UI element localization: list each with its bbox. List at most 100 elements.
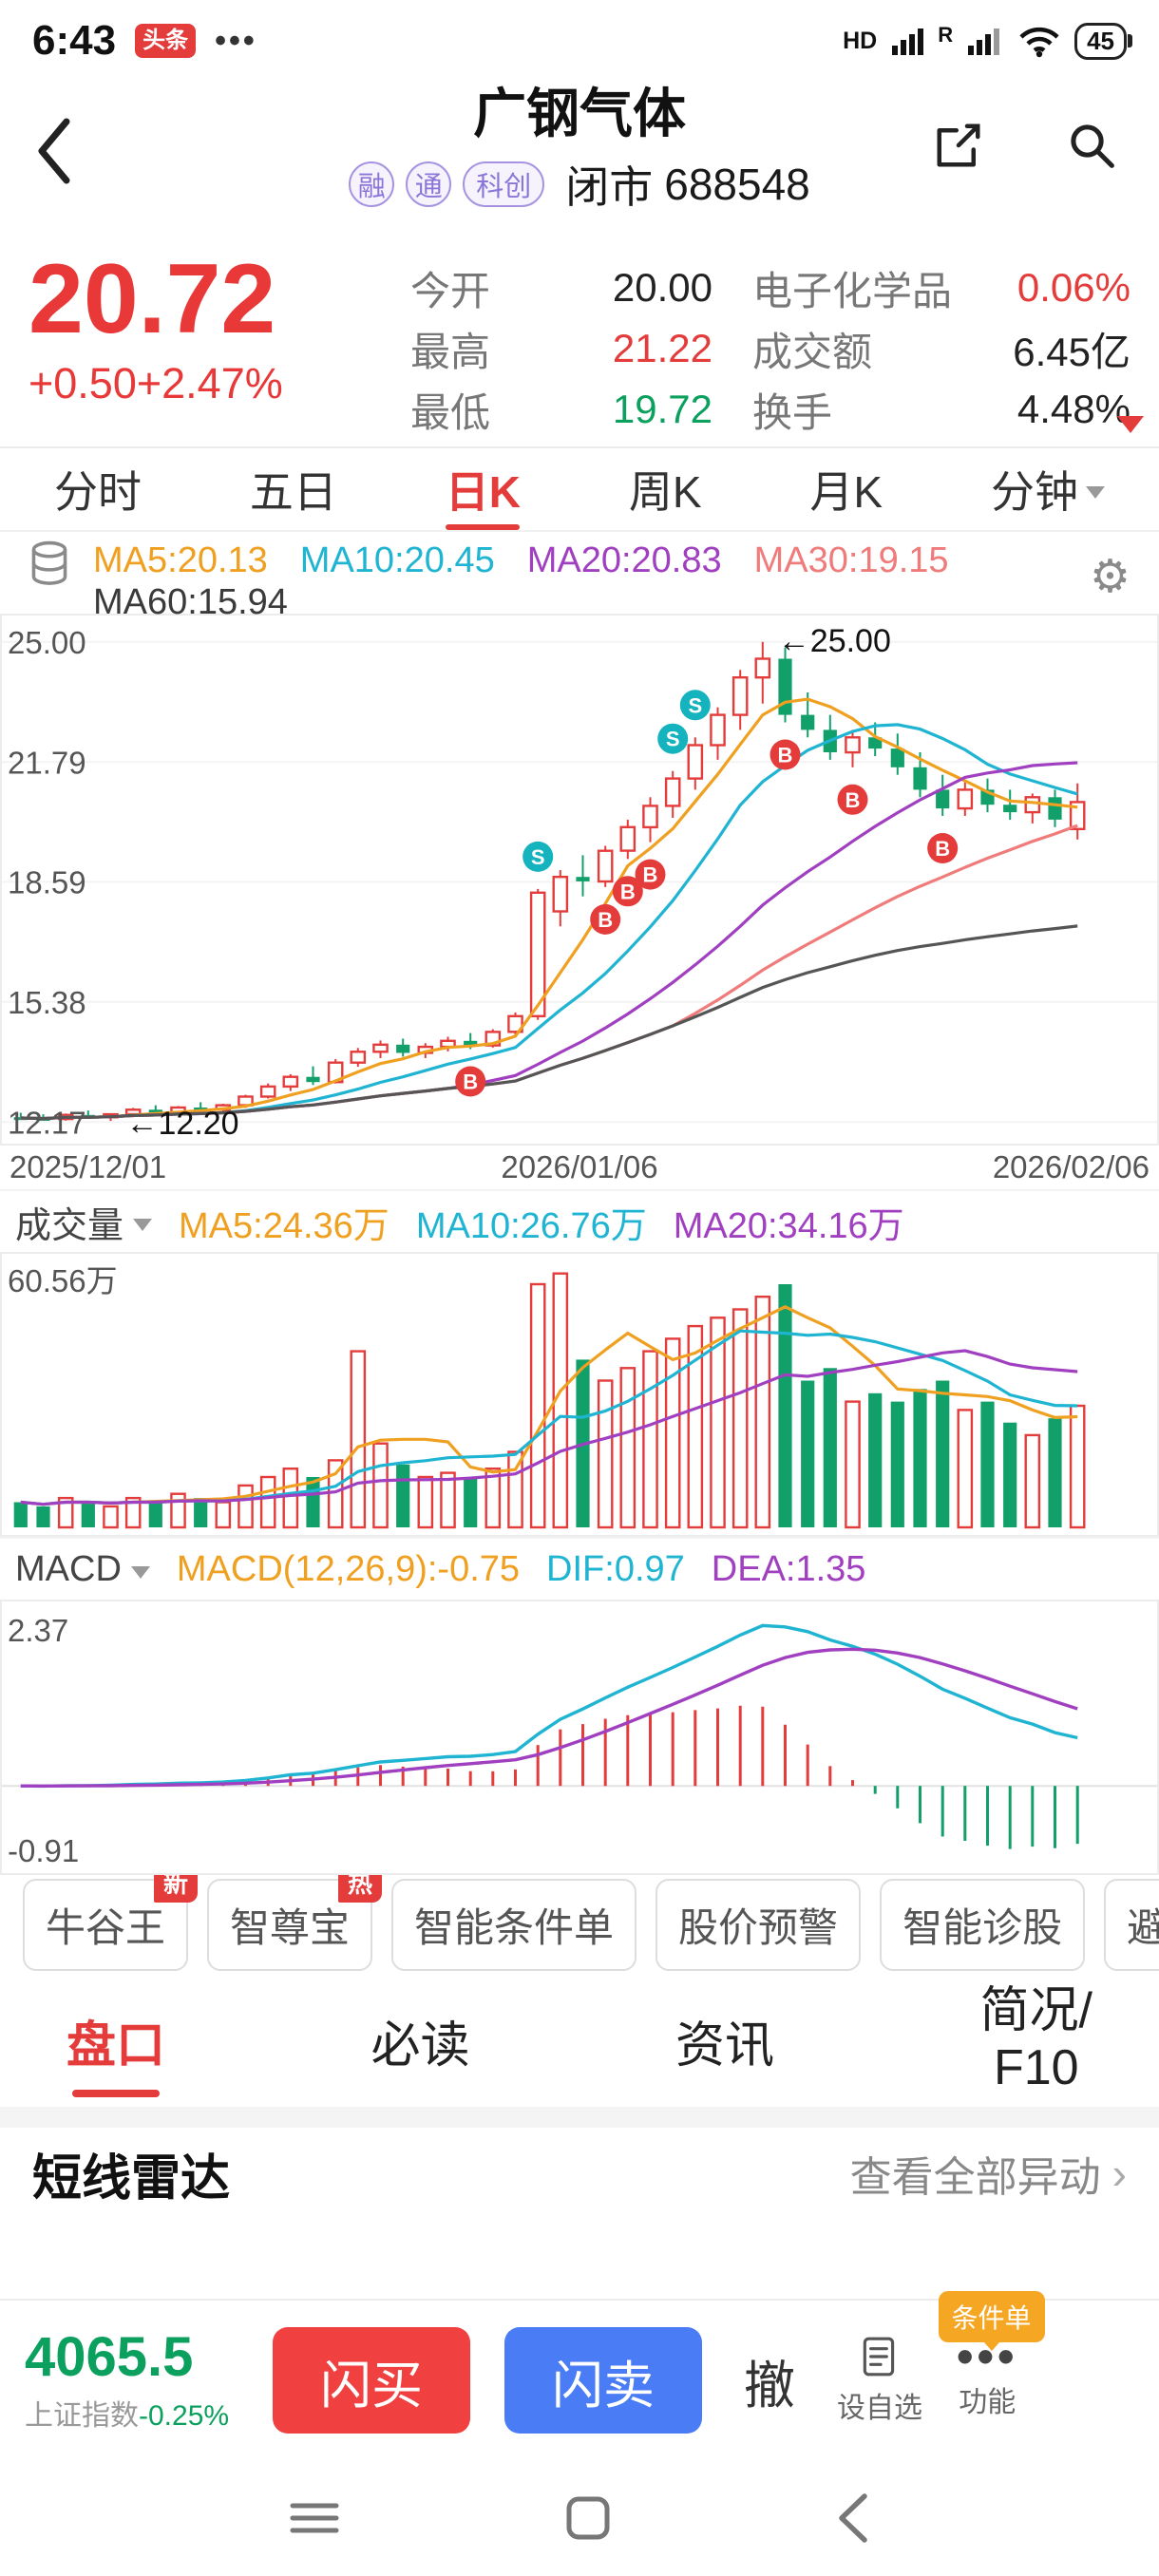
stat-high: 最高 21.22	[410, 326, 712, 374]
index-quote[interactable]: 4065.5 上证指数-0.25%	[25, 2327, 238, 2434]
svg-text:12.17: 12.17	[8, 1105, 86, 1140]
feature-bilei[interactable]: 避	[1104, 1878, 1159, 1971]
feature-niuguwang[interactable]: 牛谷王新	[23, 1875, 199, 1971]
stat-turnover-amount: 成交额 6.45亿	[752, 329, 1130, 374]
expand-quote-triangle[interactable]	[1117, 416, 1144, 433]
radar-title: 短线雷达	[32, 2150, 231, 2207]
trade-action-bar: 4065.5 上证指数-0.25% 闪买 闪卖 撤 设自选 条件单 ••• 功能	[0, 2291, 1159, 2460]
svg-text:←12.20: ←12.20	[126, 1106, 239, 1142]
feature-smart-diagnosis[interactable]: 智能诊股	[880, 1878, 1086, 1971]
ma10-label: MA10:20.45	[299, 540, 495, 580]
tag-rong: 融	[349, 161, 395, 208]
section-divider	[0, 2107, 1159, 2128]
flash-buy-button[interactable]: 闪买	[273, 2327, 470, 2434]
svg-text:B: B	[846, 788, 861, 812]
back-chevron-icon	[38, 118, 70, 184]
tab-zhouk[interactable]: 周K	[628, 467, 702, 517]
ma5-label: MA5:20.13	[93, 540, 268, 580]
feature-zhizunbao[interactable]: 智尊宝热	[207, 1875, 383, 1971]
tab-yuek[interactable]: 月K	[809, 467, 884, 517]
tab-pankou[interactable]: 盘口	[66, 1974, 165, 2107]
add-watchlist-button[interactable]: 设自选	[837, 2335, 922, 2426]
cancel-order-button[interactable]: 撤	[744, 2357, 795, 2415]
indicator-library-icon[interactable]	[27, 540, 72, 589]
volume-chart[interactable]: 60.56万	[0, 1252, 1159, 1537]
svg-text:2.37: 2.37	[8, 1613, 68, 1648]
vol-ma20-label: MA20:34.16万	[673, 1205, 904, 1246]
tab-wuri[interactable]: 五日	[249, 467, 337, 517]
search-icon[interactable]	[1066, 120, 1117, 171]
svg-text:S: S	[666, 728, 680, 751]
ma60-label: MA60:15.94	[93, 582, 288, 622]
svg-text:S: S	[688, 693, 702, 717]
tab-fenzhong[interactable]: 分钟	[987, 448, 1109, 530]
new-badge: 新	[154, 1875, 199, 1903]
ma-indicator-bar: MA5:20.13 MA10:20.45 MA20:20.83 MA30:19.…	[0, 532, 1159, 622]
chevron-down-icon	[133, 1218, 153, 1231]
back-button[interactable]	[32, 108, 86, 194]
chevron-right-icon: ›	[1112, 2149, 1127, 2198]
feature-price-alert[interactable]: 股价预警	[656, 1878, 862, 1971]
nav-back-icon[interactable]	[832, 2491, 874, 2546]
kline-x-axis: 2025/12/01 2026/01/06 2026/02/06	[0, 1146, 1159, 1189]
svg-text:21.79: 21.79	[8, 745, 86, 780]
stat-low: 最低 19.72	[410, 387, 712, 435]
roaming-indicator: R	[938, 22, 954, 47]
hd-indicator: HD	[843, 27, 878, 54]
tab-rik[interactable]: 日K	[442, 448, 524, 530]
share-icon[interactable]	[933, 120, 984, 171]
svg-text:15.38: 15.38	[8, 985, 86, 1020]
nav-menu-icon[interactable]	[285, 2494, 344, 2542]
macd-chart[interactable]: 2.37 -0.91	[0, 1600, 1159, 1875]
index-change: -0.25%	[139, 2399, 230, 2432]
notification-dots-icon: •••	[215, 22, 257, 59]
kline-chart[interactable]: B S B B B S S B B B ←25.00 ←12.20 25.00 21.79 18.59 15.…	[0, 614, 1159, 1146]
android-nav-bar	[0, 2460, 1159, 2576]
tag-tong: 通	[406, 161, 452, 208]
tab-jiankuang-f10[interactable]: 简况/F10	[979, 1983, 1092, 2095]
volume-header: 成交量 MA5:24.36万 MA10:26.76万 MA20:34.16万	[0, 1189, 1159, 1252]
svg-text:B: B	[463, 1070, 478, 1094]
divider	[0, 446, 1159, 448]
dea-value-label: DEA:1.35	[711, 1548, 866, 1589]
chevron-down-icon	[130, 1565, 150, 1579]
stock-code: 688548	[664, 160, 810, 210]
svg-text:-0.91: -0.91	[8, 1833, 79, 1868]
dif-value-label: DIF:0.97	[546, 1548, 685, 1589]
feature-smart-condition-order[interactable]: 智能条件单	[391, 1878, 637, 1971]
macd-value-label: MACD(12,26,9):-0.75	[176, 1548, 521, 1589]
content-spacer	[0, 2219, 1159, 2299]
last-price: 20.72	[28, 244, 276, 354]
svg-text:B: B	[643, 863, 658, 887]
nav-home-icon[interactable]	[561, 2491, 615, 2545]
svg-text:←25.00: ←25.00	[778, 623, 891, 659]
stock-subtitle: 融 通 科创 闭市 688548	[0, 153, 1159, 216]
index-value: 4065.5	[25, 2326, 194, 2389]
vol-ma10-label: MA10:26.76万	[415, 1205, 647, 1246]
svg-text:18.59: 18.59	[8, 864, 86, 900]
volume-indicator-selector[interactable]: 成交量	[15, 1196, 153, 1248]
macd-header: MACD MACD(12,26,9):-0.75 DIF:0.97 DEA:1.…	[0, 1537, 1159, 1600]
clock: 6:43	[32, 17, 117, 64]
settings-gear-icon[interactable]: ⚙	[1089, 552, 1130, 602]
tab-fenshi[interactable]: 分时	[53, 467, 142, 517]
tab-zixun[interactable]: 资讯	[675, 2017, 775, 2074]
x-label-end: 2026/02/06	[992, 1149, 1150, 1184]
functions-button[interactable]: 条件单 ••• 功能	[938, 2291, 1045, 2420]
ma30-label: MA30:19.15	[753, 540, 949, 580]
stat-industry: 电子化学品 0.06%	[752, 265, 1130, 313]
quote-panel[interactable]: 20.72 +0.50+2.47% 今开 20.00 最高 21.22 最低 19.7…	[0, 242, 1159, 446]
chevron-down-icon	[1086, 485, 1105, 499]
tab-bidu[interactable]: 必读	[370, 2017, 470, 2074]
vol-ma5-label: MA5:24.36万	[179, 1205, 390, 1246]
signal-bars-2-icon	[968, 28, 1000, 55]
svg-text:B: B	[778, 744, 793, 767]
condition-order-badge[interactable]: 条件单	[938, 2291, 1045, 2342]
flash-sell-button[interactable]: 闪卖	[504, 2327, 702, 2434]
svg-text:B: B	[935, 837, 950, 861]
view-all-moves-link[interactable]: 查看全部异动 ›	[849, 2149, 1127, 2201]
svg-text:S: S	[531, 845, 545, 869]
macd-indicator-selector[interactable]: MACD	[15, 1549, 150, 1590]
stat-open: 今开 20.00	[410, 265, 712, 313]
